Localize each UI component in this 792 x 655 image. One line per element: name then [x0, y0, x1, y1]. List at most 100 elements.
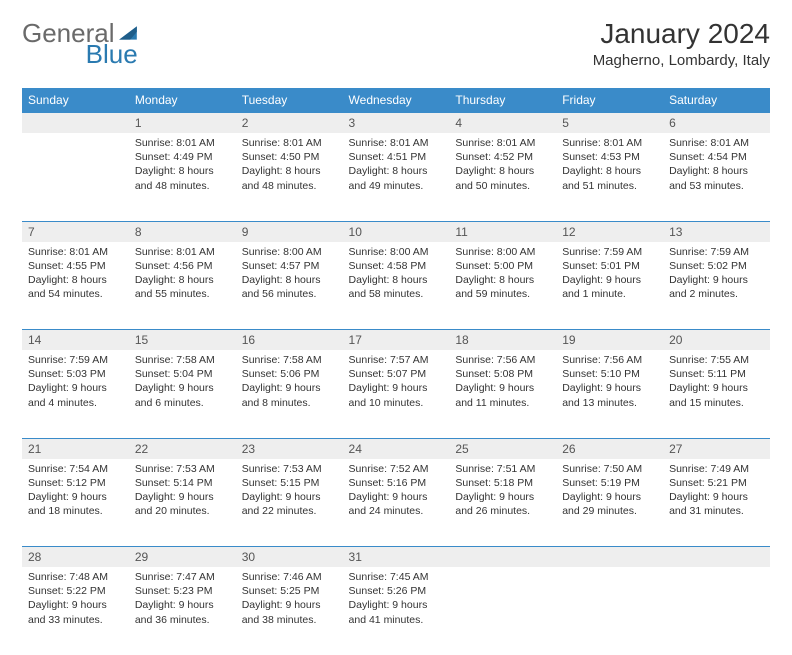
day-number: 7 — [22, 221, 129, 242]
day-number: 13 — [663, 221, 770, 242]
day-cell-body: Sunrise: 7:48 AM Sunset: 5:22 PM Dayligh… — [22, 567, 129, 633]
day-cell-body: Sunrise: 7:59 AM Sunset: 5:03 PM Dayligh… — [22, 350, 129, 416]
day-number — [449, 547, 556, 568]
day-cell-body: Sunrise: 7:51 AM Sunset: 5:18 PM Dayligh… — [449, 459, 556, 525]
day-number — [556, 547, 663, 568]
day-number: 20 — [663, 330, 770, 351]
day-number: 29 — [129, 547, 236, 568]
day-number: 9 — [236, 221, 343, 242]
day-cell-body — [663, 567, 770, 576]
month-title: January 2024 — [593, 18, 770, 50]
day-cell-body: Sunrise: 7:54 AM Sunset: 5:12 PM Dayligh… — [22, 459, 129, 525]
day-number: 16 — [236, 330, 343, 351]
day-cell-body: Sunrise: 7:47 AM Sunset: 5:23 PM Dayligh… — [129, 567, 236, 633]
day-cell-body: Sunrise: 7:55 AM Sunset: 5:11 PM Dayligh… — [663, 350, 770, 416]
day-cell-body: Sunrise: 8:00 AM Sunset: 5:00 PM Dayligh… — [449, 242, 556, 308]
day-cell: Sunrise: 7:47 AM Sunset: 5:23 PM Dayligh… — [129, 567, 236, 655]
day-number: 21 — [22, 438, 129, 459]
day-cell-body — [22, 133, 129, 142]
day-cell: Sunrise: 7:53 AM Sunset: 5:14 PM Dayligh… — [129, 459, 236, 547]
day-number — [22, 113, 129, 134]
day-cell: Sunrise: 7:56 AM Sunset: 5:10 PM Dayligh… — [556, 350, 663, 438]
day-cell: Sunrise: 8:01 AM Sunset: 4:55 PM Dayligh… — [22, 242, 129, 330]
day-number: 8 — [129, 221, 236, 242]
day-cell: Sunrise: 7:46 AM Sunset: 5:25 PM Dayligh… — [236, 567, 343, 655]
day-cell: Sunrise: 8:01 AM Sunset: 4:52 PM Dayligh… — [449, 133, 556, 221]
day-cell: Sunrise: 8:00 AM Sunset: 4:58 PM Dayligh… — [343, 242, 450, 330]
day-number: 18 — [449, 330, 556, 351]
daynum-row: 78910111213 — [22, 221, 770, 242]
day-cell-body: Sunrise: 8:01 AM Sunset: 4:51 PM Dayligh… — [343, 133, 450, 199]
dh-sun: Sunday — [22, 88, 129, 113]
day-number: 19 — [556, 330, 663, 351]
daynum-row: 14151617181920 — [22, 330, 770, 351]
day-body-row: Sunrise: 7:59 AM Sunset: 5:03 PM Dayligh… — [22, 350, 770, 438]
day-cell: Sunrise: 7:57 AM Sunset: 5:07 PM Dayligh… — [343, 350, 450, 438]
day-number: 6 — [663, 113, 770, 134]
day-body-row: Sunrise: 7:48 AM Sunset: 5:22 PM Dayligh… — [22, 567, 770, 655]
day-cell: Sunrise: 7:58 AM Sunset: 5:04 PM Dayligh… — [129, 350, 236, 438]
day-cell-body: Sunrise: 7:56 AM Sunset: 5:10 PM Dayligh… — [556, 350, 663, 416]
day-number: 25 — [449, 438, 556, 459]
day-cell-body: Sunrise: 8:01 AM Sunset: 4:49 PM Dayligh… — [129, 133, 236, 199]
day-cell-body: Sunrise: 7:58 AM Sunset: 5:06 PM Dayligh… — [236, 350, 343, 416]
day-cell — [663, 567, 770, 655]
daynum-row: 28293031 — [22, 547, 770, 568]
day-cell-body: Sunrise: 8:01 AM Sunset: 4:52 PM Dayligh… — [449, 133, 556, 199]
day-cell: Sunrise: 8:01 AM Sunset: 4:51 PM Dayligh… — [343, 133, 450, 221]
day-cell-body: Sunrise: 7:50 AM Sunset: 5:19 PM Dayligh… — [556, 459, 663, 525]
day-cell-body: Sunrise: 8:01 AM Sunset: 4:54 PM Dayligh… — [663, 133, 770, 199]
day-number: 4 — [449, 113, 556, 134]
day-body-row: Sunrise: 7:54 AM Sunset: 5:12 PM Dayligh… — [22, 459, 770, 547]
title-block: January 2024 Magherno, Lombardy, Italy — [593, 18, 770, 69]
day-cell-body: Sunrise: 8:01 AM Sunset: 4:55 PM Dayligh… — [22, 242, 129, 308]
day-number: 1 — [129, 113, 236, 134]
day-cell-body: Sunrise: 8:00 AM Sunset: 4:57 PM Dayligh… — [236, 242, 343, 308]
day-cell-body — [556, 567, 663, 576]
day-cell-body — [449, 567, 556, 576]
dh-sat: Saturday — [663, 88, 770, 113]
day-cell-body: Sunrise: 7:58 AM Sunset: 5:04 PM Dayligh… — [129, 350, 236, 416]
day-cell: Sunrise: 7:49 AM Sunset: 5:21 PM Dayligh… — [663, 459, 770, 547]
day-cell: Sunrise: 8:00 AM Sunset: 4:57 PM Dayligh… — [236, 242, 343, 330]
day-number: 24 — [343, 438, 450, 459]
day-cell — [22, 133, 129, 221]
day-cell: Sunrise: 7:54 AM Sunset: 5:12 PM Dayligh… — [22, 459, 129, 547]
day-cell: Sunrise: 7:55 AM Sunset: 5:11 PM Dayligh… — [663, 350, 770, 438]
day-number: 26 — [556, 438, 663, 459]
day-cell-body: Sunrise: 8:01 AM Sunset: 4:56 PM Dayligh… — [129, 242, 236, 308]
day-cell-body: Sunrise: 8:01 AM Sunset: 4:50 PM Dayligh… — [236, 133, 343, 199]
day-cell: Sunrise: 8:01 AM Sunset: 4:54 PM Dayligh… — [663, 133, 770, 221]
dh-mon: Monday — [129, 88, 236, 113]
day-number: 2 — [236, 113, 343, 134]
day-cell: Sunrise: 7:58 AM Sunset: 5:06 PM Dayligh… — [236, 350, 343, 438]
day-header-row: Sunday Monday Tuesday Wednesday Thursday… — [22, 88, 770, 113]
day-cell: Sunrise: 7:59 AM Sunset: 5:01 PM Dayligh… — [556, 242, 663, 330]
dh-thu: Thursday — [449, 88, 556, 113]
day-cell-body: Sunrise: 8:00 AM Sunset: 4:58 PM Dayligh… — [343, 242, 450, 308]
dh-wed: Wednesday — [343, 88, 450, 113]
day-body-row: Sunrise: 8:01 AM Sunset: 4:49 PM Dayligh… — [22, 133, 770, 221]
day-number — [663, 547, 770, 568]
day-cell: Sunrise: 8:01 AM Sunset: 4:53 PM Dayligh… — [556, 133, 663, 221]
day-cell: Sunrise: 7:52 AM Sunset: 5:16 PM Dayligh… — [343, 459, 450, 547]
day-cell-body: Sunrise: 7:46 AM Sunset: 5:25 PM Dayligh… — [236, 567, 343, 633]
logo-text-2: Blue — [86, 39, 138, 70]
day-cell: Sunrise: 7:50 AM Sunset: 5:19 PM Dayligh… — [556, 459, 663, 547]
day-cell-body: Sunrise: 7:49 AM Sunset: 5:21 PM Dayligh… — [663, 459, 770, 525]
daynum-row: 123456 — [22, 113, 770, 134]
day-cell: Sunrise: 8:00 AM Sunset: 5:00 PM Dayligh… — [449, 242, 556, 330]
day-cell-body: Sunrise: 8:01 AM Sunset: 4:53 PM Dayligh… — [556, 133, 663, 199]
location: Magherno, Lombardy, Italy — [593, 52, 770, 69]
day-cell: Sunrise: 8:01 AM Sunset: 4:49 PM Dayligh… — [129, 133, 236, 221]
day-cell-body: Sunrise: 7:45 AM Sunset: 5:26 PM Dayligh… — [343, 567, 450, 633]
day-cell: Sunrise: 7:51 AM Sunset: 5:18 PM Dayligh… — [449, 459, 556, 547]
day-cell: Sunrise: 7:45 AM Sunset: 5:26 PM Dayligh… — [343, 567, 450, 655]
day-cell-body: Sunrise: 7:56 AM Sunset: 5:08 PM Dayligh… — [449, 350, 556, 416]
day-body-row: Sunrise: 8:01 AM Sunset: 4:55 PM Dayligh… — [22, 242, 770, 330]
day-number: 12 — [556, 221, 663, 242]
day-cell — [449, 567, 556, 655]
day-number: 15 — [129, 330, 236, 351]
day-cell — [556, 567, 663, 655]
day-number: 31 — [343, 547, 450, 568]
